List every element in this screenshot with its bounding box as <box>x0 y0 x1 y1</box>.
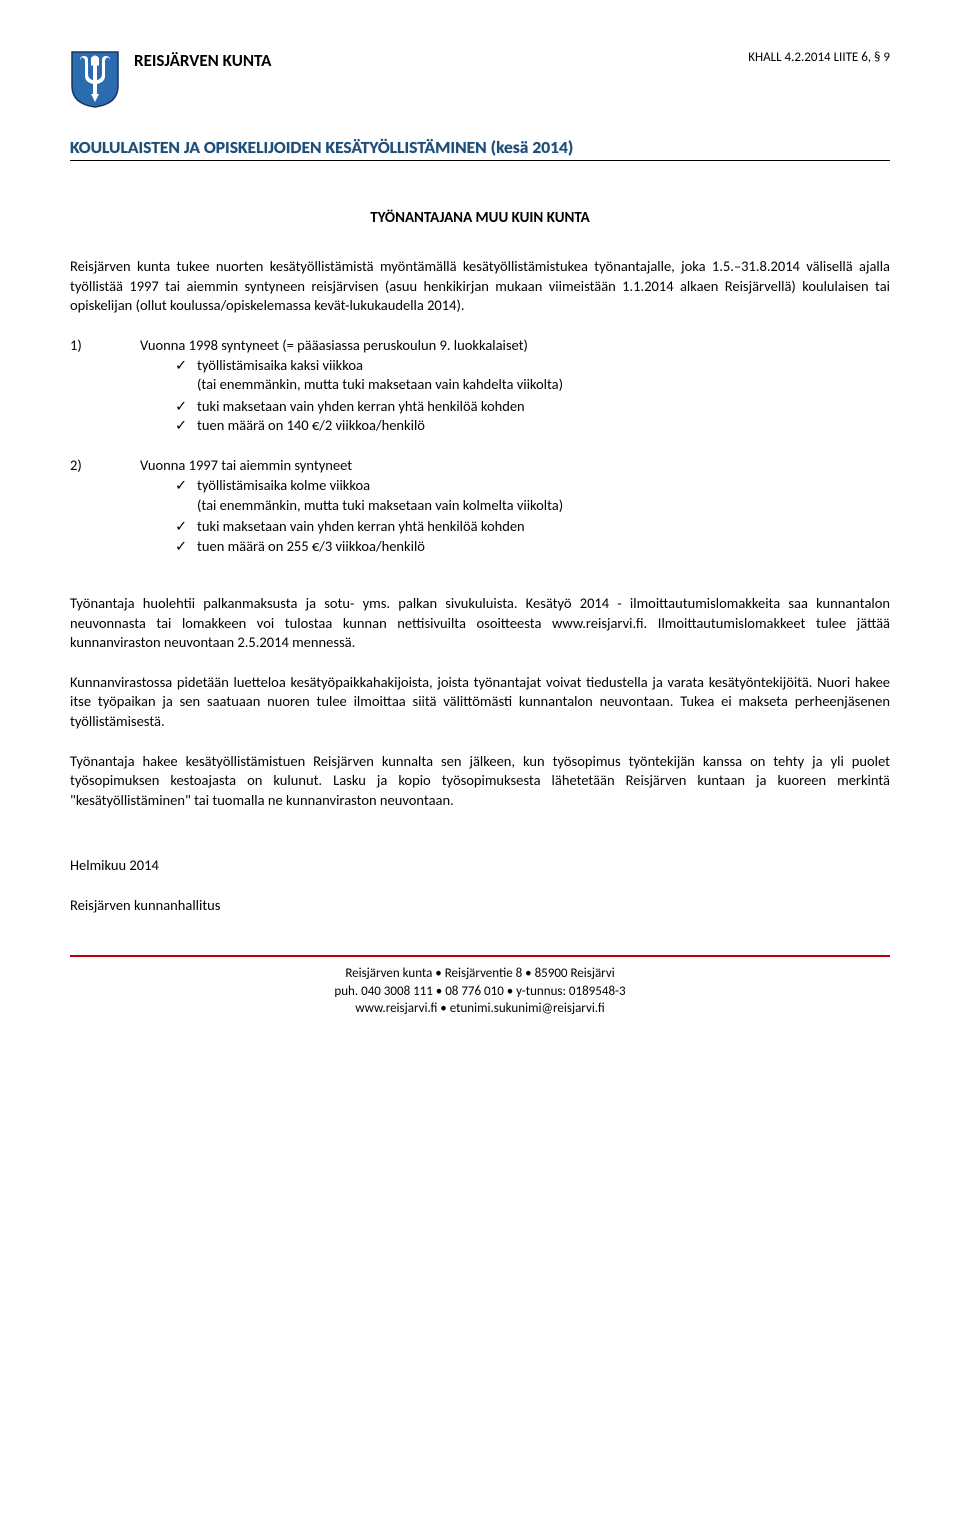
body-paragraph: Työnantaja hakee kesätyöllistämistuen Re… <box>70 752 890 811</box>
municipality-logo <box>70 50 120 108</box>
section-2: 2) Vuonna 1997 tai aiemmin syntyneet työ… <box>70 456 890 556</box>
list-item-note: (tai enemmänkin, mutta tuki maksetaan va… <box>197 375 890 395</box>
intro-paragraph: Reisjärven kunta tukee nuorten kesätyöll… <box>70 257 890 316</box>
section-bullets: työllistämisaika kolme viikkoa <box>175 476 890 496</box>
section-heading: 1) Vuonna 1998 syntyneet (= pääasiassa p… <box>70 336 890 354</box>
document-footer: Reisjärven kunta • Reisjärventie 8 • 859… <box>70 965 890 1018</box>
section-number: 1) <box>70 336 140 354</box>
list-item: tuen määrä on 255 €/3 viikkoa/henkilö <box>175 537 890 557</box>
closing-date: Helmikuu 2014 <box>70 856 890 876</box>
header-text-row: REISJÄRVEN KUNTA KHALL 4.2.2014 LIITE 6,… <box>134 50 890 71</box>
closing-signer: Reisjärven kunnanhallitus <box>70 896 890 916</box>
footer-line: Reisjärven kunta • Reisjärventie 8 • 859… <box>70 965 890 983</box>
section-bullets: tuki maksetaan vain yhden kerran yhtä he… <box>175 397 890 436</box>
section-bullets: tuki maksetaan vain yhden kerran yhtä he… <box>175 517 890 556</box>
document-reference: KHALL 4.2.2014 LIITE 6, § 9 <box>748 50 890 65</box>
document-header: REISJÄRVEN KUNTA KHALL 4.2.2014 LIITE 6,… <box>70 50 890 108</box>
section-heading: 2) Vuonna 1997 tai aiemmin syntyneet <box>70 456 890 474</box>
list-item: työllistämisaika kolme viikkoa <box>175 476 890 496</box>
list-item: tuki maksetaan vain yhden kerran yhtä he… <box>175 517 890 537</box>
list-item: tuen määrä on 140 €/2 viikkoa/henkilö <box>175 416 890 436</box>
list-item: tuki maksetaan vain yhden kerran yhtä he… <box>175 397 890 417</box>
page-subtitle: TYÖNANTAJANA MUU KUIN KUNTA <box>70 209 890 227</box>
organization-name: REISJÄRVEN KUNTA <box>134 50 271 71</box>
footer-line: puh. 040 3008 111 • 08 776 010 • y-tunnu… <box>70 983 890 1001</box>
body-paragraph: Kunnanvirastossa pidetään luetteloa kesä… <box>70 673 890 732</box>
section-bullets: työllistämisaika kaksi viikkoa <box>175 356 890 376</box>
body-paragraph: Työnantaja huolehtii palkanmaksusta ja s… <box>70 594 890 653</box>
section-1: 1) Vuonna 1998 syntyneet (= pääasiassa p… <box>70 336 890 436</box>
page-title: KOULULAISTEN JA OPISKELIJOIDEN KESÄTYÖLL… <box>70 136 890 158</box>
list-item: työllistämisaika kaksi viikkoa <box>175 356 890 376</box>
footer-line: www.reisjarvi.fi • etunimi.sukunimi@reis… <box>70 1000 890 1018</box>
footer-separator <box>70 955 890 957</box>
title-underline <box>70 160 890 161</box>
list-item-note: (tai enemmänkin, mutta tuki maksetaan va… <box>197 496 890 516</box>
section-title: Vuonna 1997 tai aiemmin syntyneet <box>140 456 890 474</box>
section-title: Vuonna 1998 syntyneet (= pääasiassa peru… <box>140 336 890 354</box>
section-number: 2) <box>70 456 140 474</box>
